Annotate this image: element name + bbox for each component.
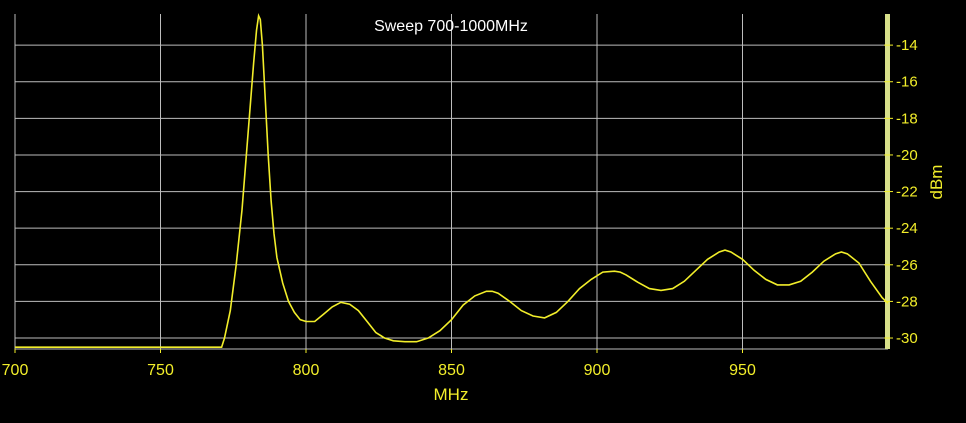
y-tick-label: -22 [896, 184, 918, 201]
x-tick-label: 750 [147, 362, 174, 379]
x-tick-label: 950 [729, 362, 756, 379]
y-tick-label: -24 [896, 220, 918, 237]
chart-title: Sweep 700-1000MHz [374, 18, 528, 35]
x-tick-label: 850 [438, 362, 465, 379]
grid [14, 14, 888, 350]
y-axis-ticks: -14 -16 -18 -20 -22 -24 -26 -28 -30 [884, 37, 918, 347]
y-tick-label: -18 [896, 110, 918, 127]
y-tick-label: -20 [896, 147, 918, 164]
y-tick-label: -26 [896, 257, 918, 274]
y-tick-label: -16 [896, 74, 918, 91]
series-line [15, 12, 889, 348]
x-tick-label: 800 [293, 362, 320, 379]
y-axis-label: dBm [927, 165, 946, 200]
x-axis-ticks: 700 750 800 850 900 950 [2, 349, 756, 379]
y-tick-label: -30 [896, 330, 918, 347]
x-tick-label: 700 [2, 362, 29, 379]
right-axis-bar [885, 14, 890, 349]
y-tick-label: -14 [896, 37, 918, 54]
y-tick-label: -28 [896, 293, 918, 310]
x-axis-label: MHz [434, 385, 469, 404]
x-tick-label: 900 [584, 362, 611, 379]
